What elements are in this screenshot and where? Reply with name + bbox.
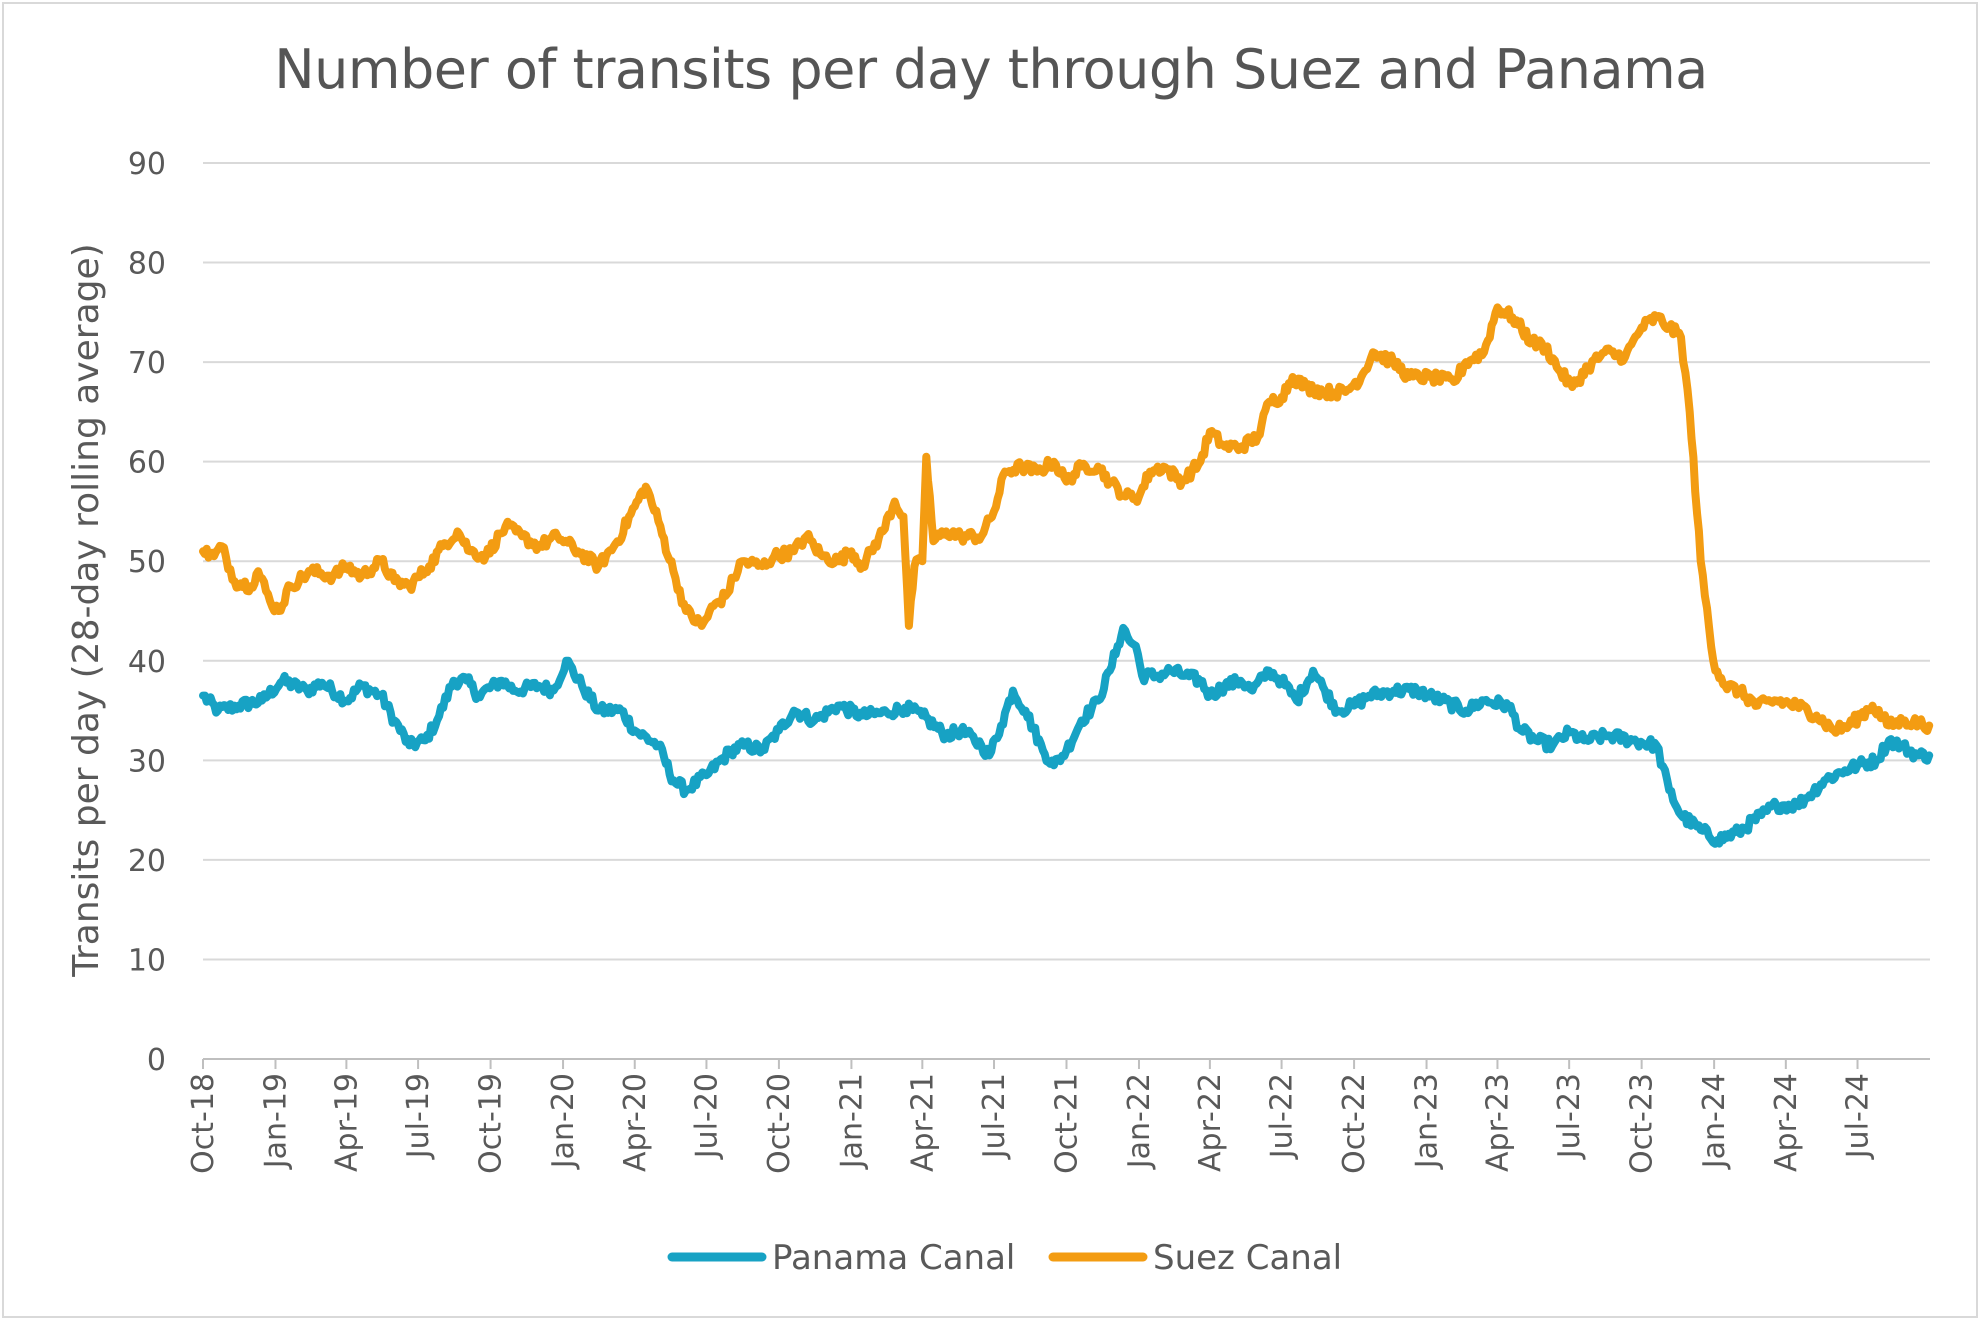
x-tick-label: Apr-21	[905, 1073, 940, 1172]
x-tick-label: Jan-24	[1697, 1073, 1732, 1170]
x-tick-label: Jul-20	[689, 1073, 724, 1160]
x-tick-label: Jan-20	[546, 1073, 581, 1170]
x-tick-label: Jan-22	[1122, 1073, 1157, 1170]
chart-title: Number of transits per day through Suez …	[274, 38, 1708, 101]
x-tick-label: Apr-23	[1480, 1073, 1515, 1172]
legend: Panama Canal Suez Canal	[667, 1238, 1342, 1278]
y-axis-title: Transits per day (28-day rolling average…	[66, 243, 107, 977]
y-tick-label: 80	[128, 247, 166, 282]
x-tick-label: Apr-20	[618, 1073, 653, 1172]
x-tick-label: Jan-21	[834, 1073, 869, 1170]
x-tick-label: Oct-20	[762, 1073, 797, 1174]
y-tick-label: 20	[128, 844, 166, 879]
y-tick-labels: 0 10 20 30 40 50 60 70 80 90	[128, 147, 166, 1078]
series-lines	[199, 303, 1934, 848]
series-line-suez-canal	[199, 303, 1934, 737]
x-tick-label: Apr-22	[1193, 1073, 1228, 1172]
y-tick-label: 0	[147, 1043, 166, 1078]
x-tick-label: Jul-19	[401, 1073, 436, 1160]
y-tick-label: 90	[128, 147, 166, 182]
series-line-panama-canal	[199, 623, 1934, 848]
x-tick-label: Jul-21	[977, 1073, 1012, 1160]
x-tick-label: Apr-24	[1769, 1073, 1804, 1172]
x-tick-label: Oct-19	[474, 1073, 509, 1174]
y-tick-label: 60	[128, 446, 166, 481]
x-tick-label: Oct-21	[1050, 1073, 1085, 1174]
y-tick-label: 40	[128, 645, 166, 680]
grid-lines	[203, 162, 1930, 961]
legend-label-suez-canal: Suez Canal	[1153, 1238, 1342, 1278]
y-tick-label: 70	[128, 346, 166, 381]
x-tick-label: Jan-19	[258, 1073, 293, 1170]
axes	[202, 1058, 1930, 1069]
x-tick-label: Jul-24	[1841, 1073, 1876, 1160]
x-tick-label: Oct-18	[186, 1073, 221, 1174]
x-tick-label: Jan-23	[1410, 1073, 1445, 1170]
x-tick-label: Jul-22	[1265, 1073, 1300, 1160]
x-tick-label: Oct-23	[1625, 1073, 1660, 1174]
y-tick-label: 10	[128, 943, 166, 978]
y-tick-label: 50	[128, 545, 166, 580]
x-tick-label: Apr-19	[329, 1073, 364, 1172]
x-tick-label: Oct-22	[1337, 1073, 1372, 1174]
x-tick-label: Jul-23	[1552, 1073, 1587, 1160]
legend-label-panama-canal: Panama Canal	[772, 1238, 1015, 1278]
x-tick-labels: Oct-18 Jan-19 Apr-19 Jul-19 Oct-19 Jan-20 Apr-…	[186, 1073, 1876, 1174]
y-tick-label: 30	[128, 744, 166, 779]
